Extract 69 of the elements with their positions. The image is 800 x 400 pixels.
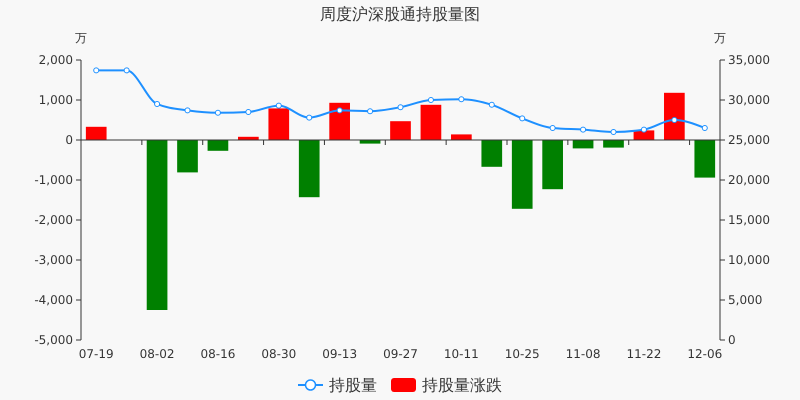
x-tick-label: 12-06 (687, 347, 722, 362)
bar (146, 140, 168, 310)
x-tick-label: 10-25 (504, 347, 540, 362)
x-tick-label: 08-16 (200, 347, 236, 362)
legend-label: 持股量涨跌 (422, 376, 502, 395)
point (488, 102, 495, 108)
bar (208, 140, 228, 151)
bar (512, 140, 533, 209)
y-tick-label: -3,000 (34, 253, 73, 268)
y-tick-label: -5,000 (34, 333, 73, 348)
y-axis-title: 万 (75, 31, 87, 46)
x-tick-label: 09-27 (383, 347, 418, 362)
x-tick-label: 11-08 (566, 347, 601, 362)
bar (481, 140, 502, 167)
y-tick-label: -1,000 (34, 173, 73, 188)
bar (664, 92, 685, 140)
y2-tick-label: 30,000 (728, 93, 770, 108)
point (671, 117, 678, 123)
point (550, 125, 556, 131)
bar (298, 140, 320, 198)
point (184, 107, 190, 114)
y2-tick-label: 15,000 (728, 213, 770, 228)
point (245, 109, 252, 115)
y-tick-label: -2,000 (34, 213, 73, 228)
x-tick-label: 08-02 (140, 347, 175, 362)
point (702, 125, 708, 131)
point (519, 115, 526, 122)
point (154, 101, 160, 107)
y2-axis-title: 万 (714, 31, 726, 46)
bar (572, 140, 594, 148)
y-tick-label: 2,000 (38, 53, 73, 68)
y2-tick-label: 10,000 (728, 253, 770, 268)
point (398, 104, 404, 110)
point (367, 108, 374, 114)
point (458, 96, 464, 102)
bar (603, 140, 624, 148)
point (124, 67, 130, 74)
y2-tick-label: 0 (728, 333, 736, 348)
point (610, 129, 616, 135)
y2-tick-label: 20,000 (728, 173, 770, 188)
y2-tick-label: 35,000 (728, 53, 770, 68)
bar (86, 126, 107, 140)
point (276, 102, 282, 109)
x-tick-label: 11-22 (626, 347, 662, 362)
point (640, 126, 647, 133)
chart-title: 周度沪深股通持股量图 (320, 4, 480, 24)
bar (390, 121, 411, 140)
bar (177, 140, 198, 172)
legend-label: 持股量 (329, 376, 377, 395)
point (214, 110, 221, 116)
bar (329, 102, 350, 140)
bar (694, 140, 716, 178)
y2-tick-label: 25,000 (728, 133, 770, 148)
y-tick-label: 1,000 (38, 93, 73, 108)
y-tick-label: -4,000 (34, 293, 73, 308)
y2-tick-label: 5,000 (728, 293, 762, 308)
point (93, 67, 100, 74)
bar (420, 104, 442, 140)
x-tick-label: 08-30 (261, 347, 296, 362)
x-tick-label: 07-19 (78, 347, 114, 362)
point (336, 107, 343, 114)
bar (268, 108, 290, 140)
point (428, 97, 434, 103)
y-tick-label: 0 (65, 133, 73, 148)
point (306, 114, 312, 121)
x-tick-label: 09-13 (322, 347, 358, 362)
bar (542, 140, 563, 190)
x-tick-label: 10-11 (444, 347, 479, 362)
point (580, 126, 586, 133)
